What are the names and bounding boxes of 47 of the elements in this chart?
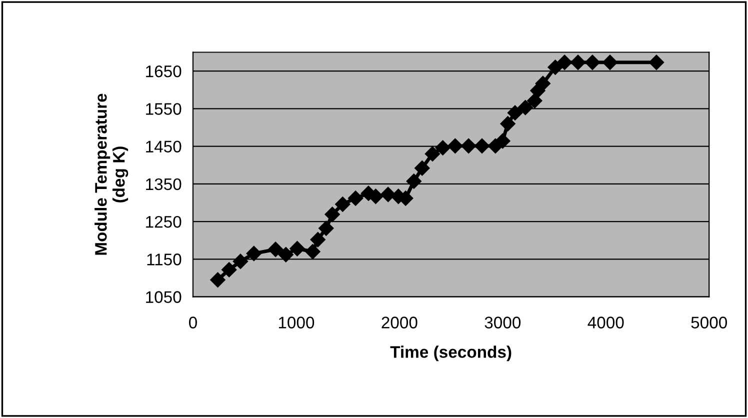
point (278, 247, 294, 262)
point (310, 232, 326, 248)
point (246, 246, 262, 262)
point (210, 272, 226, 288)
point (535, 76, 550, 92)
y-tick-label: 1450 (146, 140, 182, 153)
point (602, 54, 618, 70)
point (495, 133, 510, 149)
point (318, 220, 334, 236)
point (232, 254, 248, 269)
point (414, 160, 430, 176)
y-tick-label: 1650 (146, 65, 182, 78)
point (324, 206, 340, 222)
point (348, 190, 364, 206)
x-tick-label: 5000 (691, 316, 727, 328)
point (500, 116, 516, 132)
point (435, 140, 450, 156)
point (518, 100, 533, 116)
x-tick-label: 0 (189, 316, 197, 328)
point (570, 54, 586, 70)
point (448, 138, 463, 154)
point (461, 138, 476, 154)
x-tick-label: 1000 (278, 316, 314, 328)
y-tick-label: 1250 (146, 216, 182, 228)
point (335, 196, 350, 212)
point (424, 146, 440, 162)
point (507, 105, 523, 120)
y-tick-label: 1550 (146, 103, 182, 115)
y-axis-title: Module Temperature (deg K) (94, 94, 128, 255)
point (268, 242, 284, 257)
point (557, 54, 572, 70)
point (648, 54, 664, 70)
y-tick-label: 1150 (147, 254, 182, 266)
point (305, 244, 320, 260)
point (548, 60, 563, 75)
x-tick-label: 2000 (382, 316, 418, 328)
point (474, 138, 490, 154)
x-tick-label: 4000 (588, 316, 624, 328)
point (584, 54, 600, 70)
x-axis-title: Time (seconds) (390, 346, 512, 362)
point (406, 174, 422, 189)
y-tick-label: 1350 (146, 178, 182, 190)
point (527, 93, 542, 108)
y-tick-label: 1050 (146, 291, 182, 303)
point (290, 241, 305, 256)
point (222, 262, 237, 278)
x-tick-label: 3000 (484, 316, 521, 328)
